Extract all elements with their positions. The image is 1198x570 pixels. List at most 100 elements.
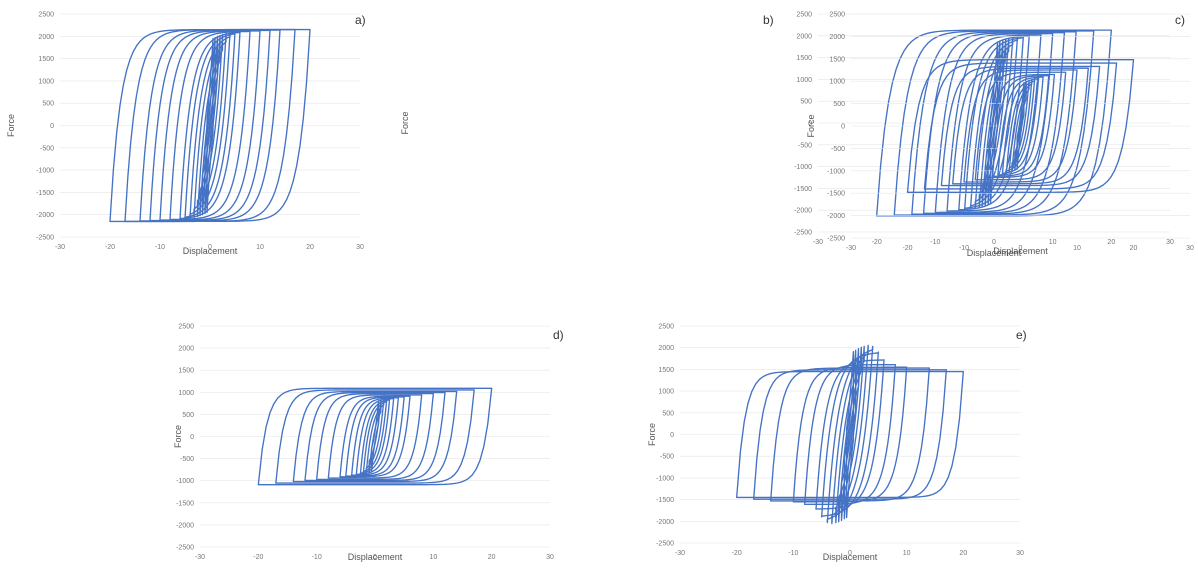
y-tick-label: -1000 — [176, 478, 194, 485]
hysteresis-loop — [201, 35, 219, 216]
y-tick-label: 2500 — [796, 12, 812, 19]
x-tick-label: -20 — [732, 550, 742, 557]
x-tick-label: -10 — [930, 239, 940, 246]
panel-label: d) — [553, 328, 564, 342]
y-tick-label: -1500 — [827, 191, 845, 198]
y-tick-label: -2000 — [36, 212, 54, 219]
x-axis-label: Displacement — [823, 552, 878, 562]
hysteresis-loop — [952, 67, 1089, 185]
y-tick-label: -2500 — [176, 545, 194, 552]
hysteresis-loop — [792, 366, 908, 503]
hysteresis-loop — [769, 367, 931, 502]
y-tick-label: -1500 — [656, 497, 674, 504]
y-tick-label: 0 — [190, 434, 194, 441]
y-tick-label: 2000 — [796, 33, 812, 40]
hysteresis-loop — [840, 347, 860, 522]
y-tick-label: -1500 — [36, 190, 54, 197]
x-tick-label: 20 — [959, 550, 967, 557]
hysteresis-loop — [292, 390, 458, 483]
x-tick-label: 30 — [356, 244, 364, 251]
panel-label: a) — [355, 13, 366, 27]
y-tick-label: 500 — [42, 101, 54, 108]
y-axis-label: Force — [173, 425, 183, 448]
hysteresis-loop — [345, 396, 405, 477]
hysteresis-loop — [815, 359, 885, 510]
chart-panel-c: -2500 -2000 -1500 -1000 -500 0 500 1000 1500 2000… — [800, 0, 1198, 262]
chart-panel-b: -2500 -2000 -1500 -1000 -500 0 500 1000 1500 2000… — [398, 0, 1174, 262]
y-tick-label: -2000 — [176, 522, 194, 529]
hysteresis-loop — [974, 71, 1067, 181]
y-tick-label: 500 — [662, 410, 674, 417]
y-axis-label: Force — [806, 114, 816, 137]
hysteresis-loop — [906, 59, 1135, 193]
x-tick-label: 0 — [1019, 245, 1023, 252]
y-tick-label: 2500 — [658, 324, 674, 331]
chart-panel-a: -2500 -2000 -1500 -1000 -500 0 500 1000 1500 2000… — [0, 0, 395, 262]
y-tick-label: -500 — [180, 456, 194, 463]
hysteresis-loop — [911, 31, 1077, 215]
panel-label: b) — [763, 13, 774, 27]
x-tick-label: -10 — [312, 554, 322, 561]
y-tick-label: -2000 — [827, 213, 845, 220]
x-tick-label: 0 — [992, 239, 996, 246]
hysteresis-loop — [315, 392, 435, 481]
x-tick-label: 0 — [208, 244, 212, 251]
x-tick-label: 30 — [546, 554, 554, 561]
hysteresis-chart-c: -2500-2000-1500-1000-5000500100015002000… — [806, 12, 1194, 257]
y-axis-label: Force — [400, 111, 410, 134]
hysteresis-loop — [820, 351, 880, 518]
x-tick-label: -30 — [675, 550, 685, 557]
hysteresis-loop — [304, 391, 446, 482]
x-axis-label: Displacement — [967, 248, 1022, 258]
hysteresis-loop — [963, 69, 1078, 183]
y-tick-label: -500 — [660, 454, 674, 461]
x-tick-label: 20 — [1107, 239, 1115, 246]
hysteresis-loop — [934, 32, 1054, 214]
y-tick-label: 2500 — [829, 12, 845, 19]
y-tick-label: 500 — [182, 412, 194, 419]
y-tick-label: 1000 — [178, 390, 194, 397]
x-tick-label: -10 — [959, 245, 969, 252]
y-tick-label: 0 — [50, 123, 54, 130]
hysteresis-loop — [109, 28, 311, 223]
hysteresis-loop — [339, 395, 411, 478]
hysteresis-loop — [837, 346, 863, 523]
y-tick-label: -2000 — [656, 519, 674, 526]
chart-panel-d: -2500 -2000 -1500 -1000 -500 0 500 1000 1500 2000… — [165, 308, 575, 570]
y-tick-label: 2000 — [829, 34, 845, 41]
hysteresis-loop — [923, 62, 1118, 190]
y-tick-label: 500 — [800, 99, 812, 106]
y-tick-label: -2000 — [794, 208, 812, 215]
y-tick-label: 0 — [808, 121, 812, 128]
y-tick-label: 2000 — [658, 345, 674, 352]
y-tick-label: 1000 — [38, 78, 54, 85]
hysteresis-chart-a: -2500 -2000 -1500 -1000 -500 0 500 1000 1500 2000… — [6, 12, 366, 257]
y-tick-label: -2500 — [794, 230, 812, 237]
hysteresis-loop — [946, 34, 1042, 212]
y-tick-label: 2000 — [178, 346, 194, 353]
x-tick-label: 10 — [1073, 245, 1081, 252]
y-tick-label: 1000 — [796, 77, 812, 84]
y-tick-label: 1500 — [658, 367, 674, 374]
x-tick-label: -10 — [788, 550, 798, 557]
hysteresis-chart-e: -2500 -2000 -1500 -1000 -500 0 500 1000 1500 2000… — [647, 324, 1027, 563]
hysteresis-loop — [893, 30, 1095, 216]
y-tick-label: 1500 — [178, 368, 194, 375]
x-tick-label: -30 — [813, 239, 823, 246]
y-tick-label: -2500 — [36, 235, 54, 242]
y-tick-label: -2500 — [656, 541, 674, 548]
panel-label: c) — [1175, 13, 1185, 27]
x-tick-label: -20 — [902, 245, 912, 252]
x-tick-label: 10 — [903, 550, 911, 557]
x-tick-label: 0 — [373, 554, 377, 561]
x-axis-label: Displacement — [348, 552, 403, 562]
x-tick-label: 30 — [1186, 245, 1194, 252]
hysteresis-loop — [257, 387, 493, 486]
hysteresis-loop — [350, 397, 400, 476]
x-tick-label: -30 — [846, 245, 856, 252]
x-tick-label: 30 — [1166, 239, 1174, 246]
hysteresis-loop — [826, 345, 874, 524]
hysteresis-loop — [991, 74, 1050, 178]
y-tick-label: -500 — [798, 142, 812, 149]
hysteresis-chart-d: -2500 -2000 -1500 -1000 -500 0 500 1000 1500 2000… — [173, 324, 564, 563]
